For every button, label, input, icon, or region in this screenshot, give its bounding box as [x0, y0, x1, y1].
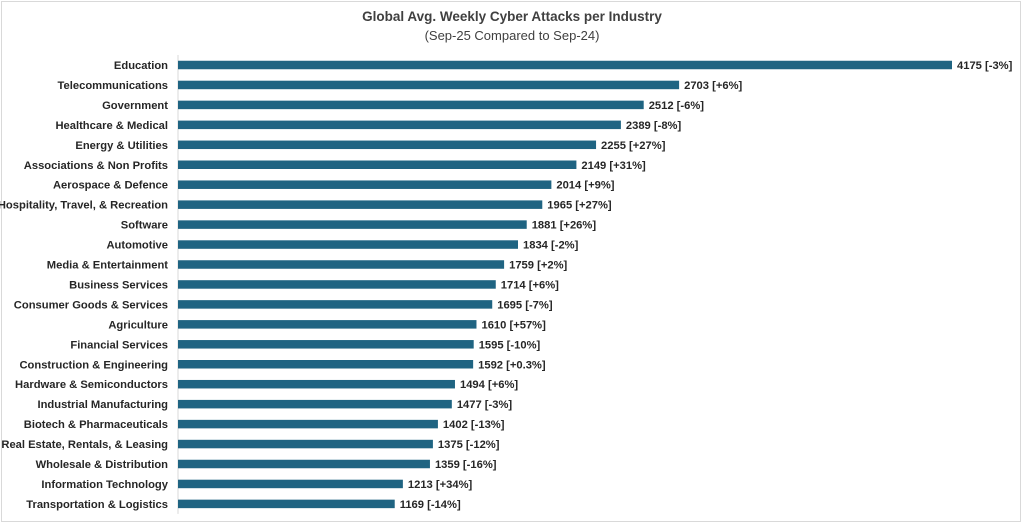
bar	[178, 140, 597, 150]
data-label: 1714 [+6%]	[501, 279, 559, 291]
bar	[178, 340, 474, 349]
category-label: Information Technology	[41, 479, 168, 491]
data-label: 1213 [+34%]	[408, 479, 473, 491]
category-label: Software	[121, 220, 168, 232]
category-label: Consumer Goods & Services	[14, 299, 168, 311]
data-label: 1834 [-2%]	[523, 240, 579, 252]
chart-title: Global Avg. Weekly Cyber Attacks per Ind…	[362, 9, 662, 24]
data-label: 1595 [-10%]	[479, 339, 541, 351]
data-label: 1965 [+27%]	[547, 200, 612, 212]
category-label: Agriculture	[108, 319, 168, 331]
data-label: 1169 [-14%]	[400, 499, 461, 511]
data-label: 2389 [-8%]	[626, 120, 682, 132]
category-label: Automotive	[106, 240, 168, 252]
bar	[178, 120, 621, 130]
bar	[178, 479, 403, 489]
category-label: Financial Services	[70, 339, 168, 351]
data-label: 2703 [+6%]	[684, 80, 742, 92]
category-label: Transportation & Logistics	[26, 499, 168, 511]
data-label: 2512 [-6%]	[649, 100, 705, 112]
bar	[178, 459, 430, 469]
category-label: Aerospace & Defence	[53, 180, 168, 192]
bar	[178, 100, 644, 110]
bar	[178, 160, 577, 169]
bar	[178, 240, 519, 249]
data-label: 1610 [+57%]	[481, 319, 546, 331]
category-label: Industrial Manufacturing	[37, 399, 168, 411]
data-label: 4175 [-3%]	[957, 60, 1013, 72]
bar	[178, 439, 433, 449]
bar	[178, 80, 680, 90]
data-labels-group: 4175 [-3%] 2703 [+6%] 2512 [-6%] 2389 [-8%]…	[400, 60, 1013, 511]
bar	[178, 379, 455, 389]
data-label: 1494 [+6%]	[460, 379, 518, 391]
category-label: Associations & Non Profits	[24, 160, 168, 172]
data-label: 1592 [+0.3%]	[478, 359, 546, 371]
category-label: Construction & Engineering	[19, 359, 168, 371]
bar	[178, 320, 477, 329]
category-label: Hardware & Semiconductors	[15, 379, 168, 391]
data-label: 2255 [+27%]	[601, 140, 666, 152]
data-label: 1359 [-16%]	[435, 459, 497, 471]
data-label: 1402 [-13%]	[443, 419, 505, 431]
category-label: Real Estate, Rentals, & Leasing	[1, 439, 168, 451]
data-label: 1759 [+2%]	[509, 260, 567, 272]
data-label: 1695 [-7%]	[497, 299, 553, 311]
category-label: Telecommunications	[58, 80, 168, 92]
category-label: Education	[114, 60, 168, 72]
category-label: Healthcare & Medical	[55, 120, 168, 132]
bar	[178, 360, 474, 369]
chart-subtitle: (Sep-25 Compared to Sep-24)	[424, 28, 600, 43]
bar	[178, 399, 452, 409]
bar	[178, 300, 493, 309]
category-label: Business Services	[69, 279, 168, 291]
data-label: 2149 [+31%]	[581, 160, 646, 172]
bar	[178, 220, 527, 229]
bars-group	[178, 60, 952, 509]
bar	[178, 60, 952, 70]
category-label: Hospitality, Travel, & Recreation	[0, 200, 168, 212]
bar	[178, 200, 543, 209]
category-label: Energy & Utilities	[75, 140, 168, 152]
category-label: Government	[102, 100, 168, 112]
category-label: Biotech & Pharmaceuticals	[24, 419, 168, 431]
category-label: Wholesale & Distribution	[36, 459, 169, 471]
data-label: 2014 [+9%]	[556, 180, 614, 192]
data-label: 1375 [-12%]	[438, 439, 500, 451]
data-label: 1881 [+26%]	[532, 220, 597, 232]
data-label: 1477 [-3%]	[457, 399, 513, 411]
bar	[178, 280, 496, 289]
bar	[178, 419, 438, 429]
bar	[178, 260, 505, 269]
category-label: Media & Entertainment	[47, 260, 168, 272]
bar	[178, 180, 552, 189]
bar	[178, 499, 395, 509]
category-labels-group: Education Telecommunications Government Hea…	[0, 60, 169, 511]
